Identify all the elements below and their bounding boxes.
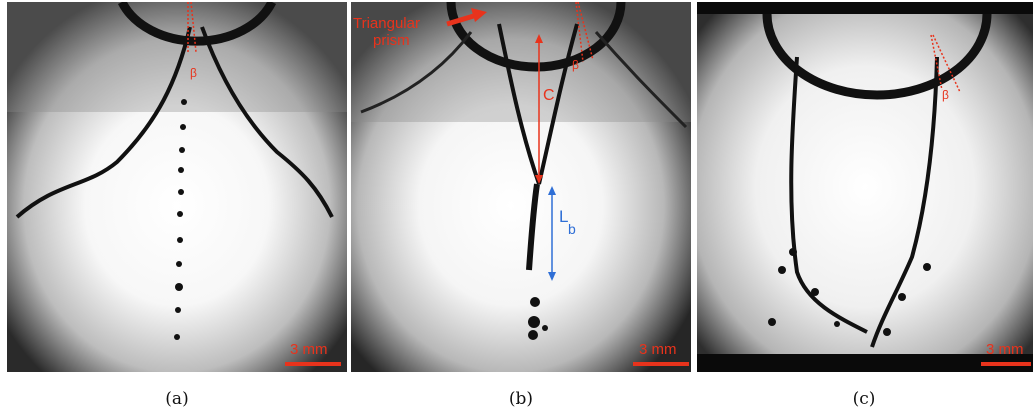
caption-a: (a) xyxy=(165,389,189,409)
length-label-lb-subscript: b xyxy=(568,221,576,237)
length-label-c: C xyxy=(543,87,555,104)
scale-bar xyxy=(285,362,341,366)
angle-label: β xyxy=(190,66,197,80)
prism-edge xyxy=(446,2,626,72)
photo-a-image: β 3 mm xyxy=(7,2,347,372)
angle-label: β xyxy=(942,88,949,102)
scale-bar xyxy=(633,362,689,366)
photo-b-image: β Triangular prism C L b 3 mm xyxy=(351,2,691,372)
photo-panel-c: β 3 mm xyxy=(697,2,1033,372)
droplet-stream xyxy=(174,99,187,340)
caption-b: (b) xyxy=(508,389,534,409)
prism-label-line1: Triangular xyxy=(353,15,420,32)
photo-panel-a: β 3 mm xyxy=(7,2,347,372)
scale-bar xyxy=(981,362,1031,366)
caption-c: (c) xyxy=(852,389,876,409)
prism-arrow xyxy=(446,12,478,27)
photo-panel-b: β Triangular prism C L b 3 mm xyxy=(351,2,691,372)
angle-label: β xyxy=(572,58,579,72)
prism-edge xyxy=(117,2,277,46)
length-label-lb: L xyxy=(559,207,568,226)
prism-edge xyxy=(762,13,992,100)
scale-bar-label: 3 mm xyxy=(986,341,1024,358)
scale-bar-label: 3 mm xyxy=(639,341,677,358)
scale-bar-label: 3 mm xyxy=(290,341,328,358)
prism-label-line2: prism xyxy=(373,32,410,49)
photo-c-image: β 3 mm xyxy=(697,2,1033,372)
